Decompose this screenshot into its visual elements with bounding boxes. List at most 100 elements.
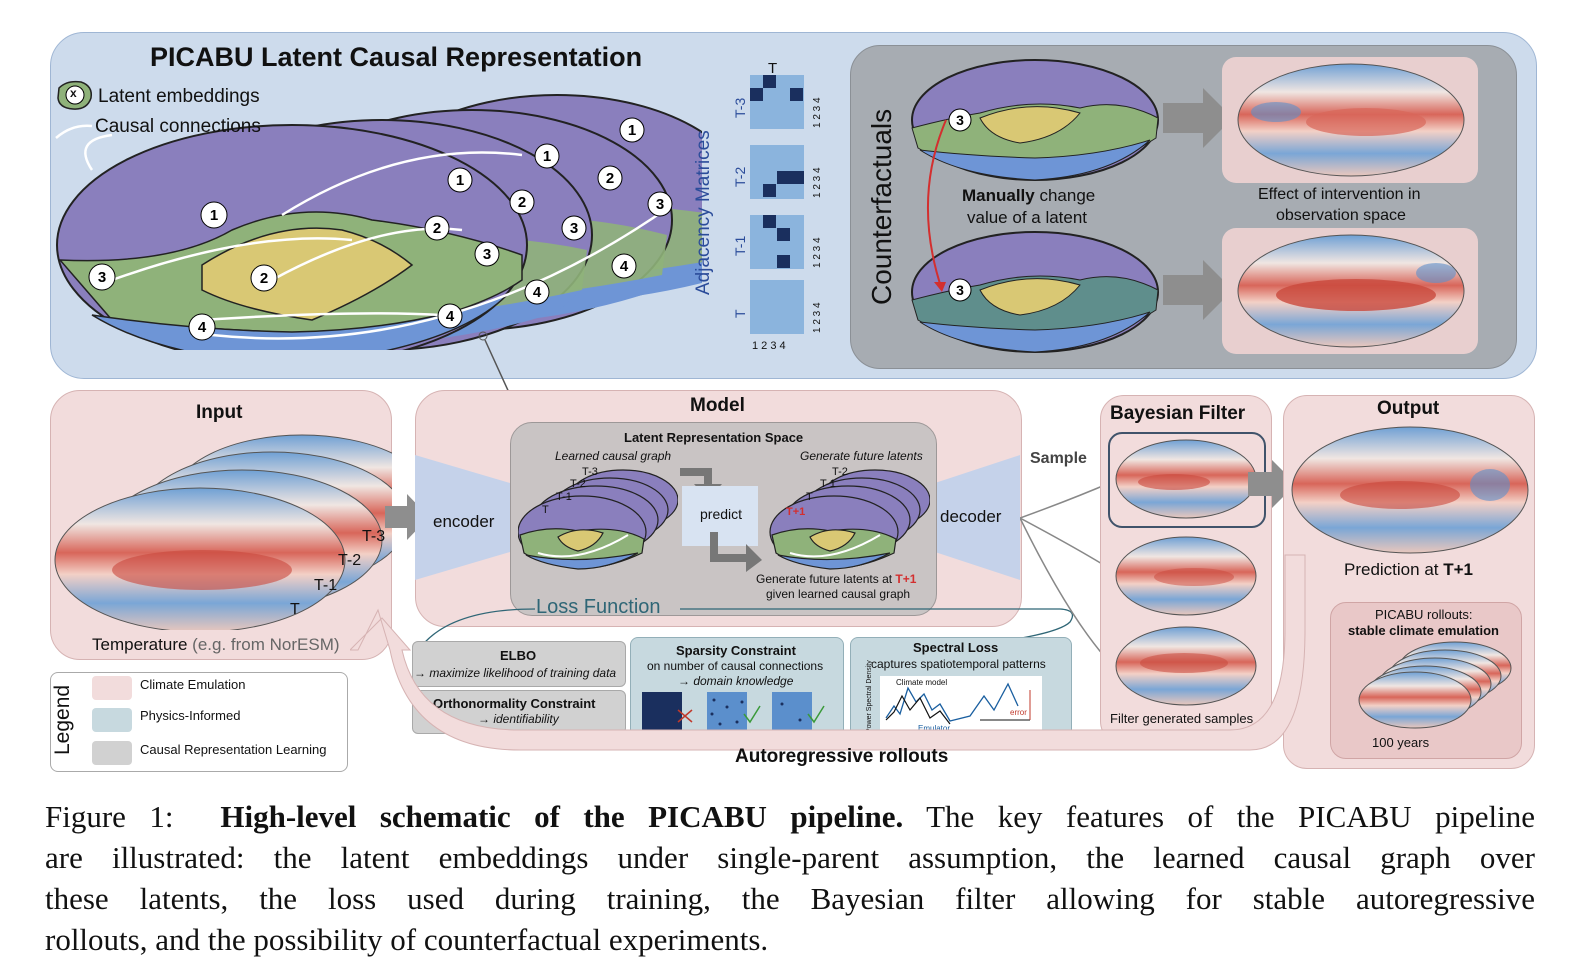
input-time-t1: T-1	[314, 577, 338, 594]
counterfactual-latent-map-after: 3	[911, 231, 1159, 353]
adjacency-row-t2: T-2	[732, 166, 748, 187]
model-title: Model	[690, 395, 745, 416]
sample-map-3	[1115, 626, 1257, 706]
caption-line3: these latents, the loss used during trai…	[45, 881, 1535, 916]
sparsity-matrices	[642, 692, 825, 732]
caption-line4: rollouts, and the possibility of counter…	[45, 922, 769, 957]
legend-title: Legend	[51, 684, 74, 755]
latent-map-stack: 1 2 3 4 1 2 3 4 1 2 3 4 1 2 3 4	[56, 94, 702, 350]
legend-climate-emulation: Climate Emulation	[140, 677, 246, 692]
psd-error: error	[1010, 708, 1027, 717]
svg-text:1: 1	[210, 207, 218, 224]
sample-map-1	[1115, 439, 1257, 519]
counterfactual-latent-map-before: 3	[911, 59, 1159, 181]
node-t3-1: 1	[619, 117, 645, 143]
encoder-shape	[415, 455, 510, 580]
legend-physics-informed: Physics-Informed	[140, 708, 241, 723]
svg-text:4: 4	[198, 319, 207, 336]
svg-text:3: 3	[98, 269, 106, 286]
node-t1-2: 2	[424, 215, 450, 241]
svg-text:2: 2	[260, 270, 268, 287]
sample-label: Sample	[1030, 450, 1087, 467]
temperature-map-effect-bottom	[1237, 234, 1465, 348]
svg-text:4: 4	[533, 284, 542, 301]
output-prediction-map	[1291, 426, 1529, 554]
counterfactual-arrow-bottom	[1163, 260, 1233, 320]
input-caption: Temperature (e.g. from NorESM)	[92, 635, 340, 654]
generate-future-label: Generate future latents	[800, 449, 923, 463]
node-t1-1: 1	[447, 167, 473, 193]
svg-text:3: 3	[483, 246, 491, 263]
adjacency-axis-right-2: 1 2 3 4	[812, 167, 823, 198]
sample-map-2	[1115, 536, 1257, 616]
filter-caption: Filter generated samples	[1110, 711, 1254, 726]
psd-climate-model: Climate model	[896, 678, 948, 687]
adjacency-row-t3: T-3	[732, 97, 748, 118]
node-t-3: 3	[88, 263, 116, 291]
learned-graph-label: Learned causal graph	[555, 449, 672, 463]
stack-label-t1: T-1	[556, 491, 572, 503]
rollouts-map-stack	[1358, 641, 1512, 729]
adjacency-matrices-label: Adjacency Matrices	[693, 130, 714, 295]
rollouts-line1: PICABU rollouts:	[1375, 607, 1473, 622]
latent-stack-past	[518, 469, 678, 570]
sparsity-title: Sparsity Constraint	[676, 643, 796, 658]
output-title: Output	[1377, 398, 1440, 419]
input-time-t: T	[290, 601, 300, 618]
counterfactuals-label: Counterfactuals	[866, 108, 897, 305]
spectral-subtitle: captures spatiotemporal patterns	[871, 657, 1046, 671]
node-t1-3: 3	[474, 241, 500, 267]
latent-node-symbol: x	[70, 86, 77, 100]
latent-embedding-icon	[57, 80, 93, 110]
input-time-t2: T-2	[338, 552, 362, 569]
causal-connection-icon	[55, 124, 93, 139]
spectral-title: Spectral Loss	[913, 640, 999, 655]
svg-text:2: 2	[606, 170, 614, 187]
legend-swatch-causal	[92, 741, 132, 765]
effect-line2: observation space	[1276, 207, 1406, 224]
latent-stack-future	[769, 469, 930, 570]
node-t3-4: 4	[611, 253, 637, 279]
loss-function-label: Loss Function	[536, 596, 661, 618]
psd-lines	[885, 682, 1031, 725]
legend-swatch-climate	[92, 676, 132, 700]
future-stack-label-1: T-2	[832, 466, 848, 478]
svg-text:4: 4	[620, 258, 629, 275]
elbo-box	[412, 641, 626, 687]
generate-at-line2: given learned causal graph	[766, 587, 911, 601]
sparsity-subtitle1: on number of causal connections	[647, 659, 824, 673]
node-t1-4: 4	[437, 303, 463, 329]
bayesian-filter-title: Bayesian Filter	[1110, 403, 1246, 424]
latent-map-t	[56, 124, 528, 350]
latent-nodes: 1 2 3 4 1 2 3 4 1 2 3 4 1 2 3 4	[88, 117, 673, 341]
stack-label-t3: T-3	[582, 466, 598, 478]
prediction-label: Prediction at T+1	[1344, 560, 1474, 579]
svg-text:3: 3	[956, 282, 964, 298]
adjacency-axis-right-3: 1 2 3 4	[812, 237, 823, 268]
node-t3-2: 2	[597, 165, 623, 191]
manual-change-line2: value of a latent	[967, 208, 1088, 227]
counterfactual-arrow-top	[1163, 88, 1233, 148]
future-stack-label-4: T+1	[786, 506, 806, 518]
figure-caption: Figure 1: High-level schematic of the PI…	[45, 796, 1535, 960]
loss-function-bracket	[419, 608, 1074, 649]
decoder-shape	[935, 455, 1020, 580]
legend-causal-connections: Causal connections	[95, 116, 261, 137]
input-title: Input	[196, 402, 243, 423]
stack-label-t: T	[542, 504, 549, 516]
node-t2-4: 4	[524, 279, 550, 305]
orthonormality-subtitle: → identifiability	[478, 712, 559, 726]
svg-text:3: 3	[570, 220, 578, 237]
svg-text:1: 1	[628, 122, 636, 139]
node-t2-2: 2	[509, 189, 535, 215]
svg-text:2: 2	[433, 220, 441, 237]
svg-text:4: 4	[446, 308, 455, 325]
predict-label: predict	[700, 506, 743, 522]
legend-latent-embeddings: Latent embeddings	[98, 86, 260, 107]
adjacency-axis-right-1: 1 2 3 4	[812, 97, 823, 128]
adjacency-row-t1: T-1	[732, 235, 748, 256]
adjacency-axis-bottom: 1 2 3 4	[752, 340, 786, 352]
input-temperature-stack	[54, 434, 392, 630]
svg-text:2: 2	[518, 194, 526, 211]
node-t-4: 4	[188, 313, 216, 341]
